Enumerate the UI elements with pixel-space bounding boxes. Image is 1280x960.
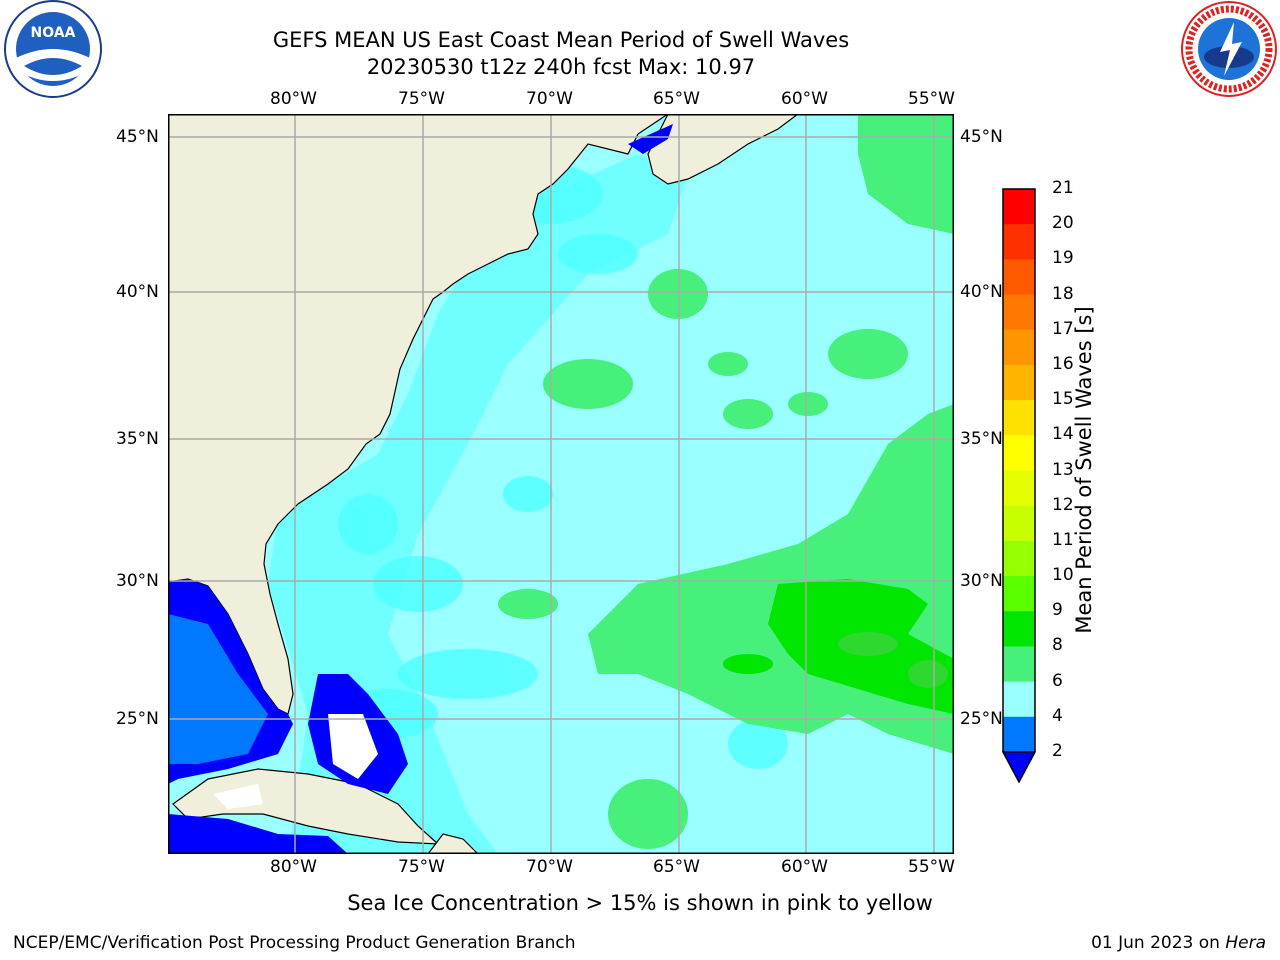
lat-label-left-25n: 25°N bbox=[116, 709, 159, 729]
colorbar-tick-label: 12 bbox=[1052, 494, 1074, 515]
lon-label-bottom-70w: 70°W bbox=[526, 857, 573, 877]
colorbar-segment bbox=[1003, 189, 1035, 225]
colorbar-tick-label: 17 bbox=[1052, 318, 1074, 339]
bahamas-white bbox=[328, 714, 378, 779]
lon-label-bottom-80w: 80°W bbox=[270, 857, 317, 877]
colorbar-tick-label: 15 bbox=[1052, 389, 1074, 410]
colorbar-tick-label: 16 bbox=[1052, 353, 1074, 374]
colorbar-tick-label: 14 bbox=[1052, 424, 1074, 445]
map-frame bbox=[168, 114, 954, 854]
lat-label-right-40n: 40°N bbox=[960, 282, 1003, 302]
lat-label-right-30n: 30°N bbox=[960, 571, 1003, 591]
lon-label-top-65w: 65°W bbox=[653, 89, 700, 109]
footer-left: NCEP/EMC/Verification Post Processing Pr… bbox=[13, 933, 576, 953]
lat-label-left-45n: 45°N bbox=[116, 127, 159, 147]
colorbar-segment bbox=[1003, 364, 1035, 401]
colorbar-segment bbox=[1003, 259, 1035, 296]
colorbar-tick-label: 9 bbox=[1052, 600, 1063, 621]
cuba-white bbox=[213, 784, 263, 809]
map-panel bbox=[167, 113, 954, 855]
noaa-logo: NOAA bbox=[2, 0, 104, 100]
colorbar-segment bbox=[1003, 681, 1035, 718]
chart-subtitle: 20230530 t12z 240h fcst Max: 10.97 bbox=[366, 55, 756, 79]
nws-logo bbox=[1180, 0, 1278, 98]
colorbar bbox=[1001, 188, 1037, 784]
lat-label-right-25n: 25°N bbox=[960, 709, 1003, 729]
colorbar-segment bbox=[1003, 435, 1035, 471]
lon-label-bottom-65w: 65°W bbox=[653, 857, 700, 877]
caribbean-blue bbox=[168, 814, 348, 854]
lat-label-left-30n: 30°N bbox=[116, 571, 159, 591]
gulf-lightblue bbox=[168, 614, 268, 764]
sea-ice-note-text: Sea Ice Concentration > 15% is shown in … bbox=[347, 891, 933, 915]
colorbar-tick-label: 21 bbox=[1052, 178, 1074, 198]
lon-label-top-60w: 60°W bbox=[781, 89, 828, 109]
cyan-band bbox=[268, 154, 688, 854]
colorbar-segment bbox=[1003, 611, 1035, 647]
lat-label-right-45n: 45°N bbox=[960, 127, 1003, 147]
footer-machine: Hera bbox=[1225, 933, 1266, 953]
colorbar-tick-label: 10 bbox=[1052, 565, 1074, 586]
colorbar-segment bbox=[1003, 470, 1035, 507]
colorbar-tick-label: 18 bbox=[1052, 283, 1074, 304]
colorbar-tick-label: 20 bbox=[1052, 213, 1074, 234]
lat-label-left-40n: 40°N bbox=[116, 282, 159, 302]
gulf-of-maine-blue bbox=[628, 124, 673, 154]
colorbar-segment bbox=[1003, 576, 1035, 612]
lon-label-bottom-60w: 60°W bbox=[781, 857, 828, 877]
lon-label-top-80w: 80°W bbox=[270, 89, 317, 109]
colorbar-segment bbox=[1003, 646, 1035, 683]
colorbar-frame bbox=[1002, 188, 1036, 752]
colorbar-graphic bbox=[1001, 188, 1037, 784]
colorbar-segment bbox=[1003, 294, 1035, 331]
swell-period-map bbox=[167, 113, 954, 855]
lat-label-left-35n: 35°N bbox=[116, 429, 159, 449]
lon-label-bottom-55w: 55°W bbox=[908, 857, 955, 877]
colorbar-tick-label: 13 bbox=[1052, 459, 1074, 480]
colorbar-title: Mean Period of Swell Waves [s] bbox=[1072, 306, 1096, 634]
colorbar-segment bbox=[1003, 505, 1035, 542]
footer-date: 01 Jun 2023 on bbox=[1091, 933, 1226, 953]
lon-label-top-70w: 70°W bbox=[526, 89, 573, 109]
noaa-logo-text: NOAA bbox=[31, 25, 76, 41]
colorbar-segment bbox=[1003, 540, 1035, 577]
colorbar-tick-label: 11 bbox=[1052, 529, 1074, 550]
dark-green-spots bbox=[838, 632, 948, 688]
colorbar-tick-label: 2 bbox=[1052, 741, 1063, 761]
sea-ice-note: Sea Ice Concentration > 15% is shown in … bbox=[0, 891, 1280, 915]
colorbar-segment bbox=[1003, 400, 1035, 436]
colorbar-segment bbox=[1003, 329, 1035, 366]
colorbar-segment bbox=[1003, 716, 1035, 752]
colorbar-segment bbox=[1003, 224, 1035, 260]
gridlines bbox=[168, 114, 954, 854]
lon-label-bottom-75w: 75°W bbox=[398, 857, 445, 877]
colorbar-tick-label: 6 bbox=[1052, 670, 1063, 691]
footer-right: 01 Jun 2023 on Hera bbox=[1091, 933, 1266, 953]
lon-label-top-55w: 55°W bbox=[908, 89, 955, 109]
colorbar-tick-label: 8 bbox=[1052, 635, 1063, 656]
colorbar-tick-label: 4 bbox=[1052, 705, 1063, 726]
chart-title: GEFS MEAN US East Coast Mean Period of S… bbox=[272, 28, 850, 52]
lat-label-right-35n: 35°N bbox=[960, 429, 1003, 449]
lon-label-top-75w: 75°W bbox=[398, 89, 445, 109]
colorbar-extend-triangle bbox=[1001, 751, 1037, 784]
colorbar-tick-label: 19 bbox=[1052, 248, 1074, 269]
